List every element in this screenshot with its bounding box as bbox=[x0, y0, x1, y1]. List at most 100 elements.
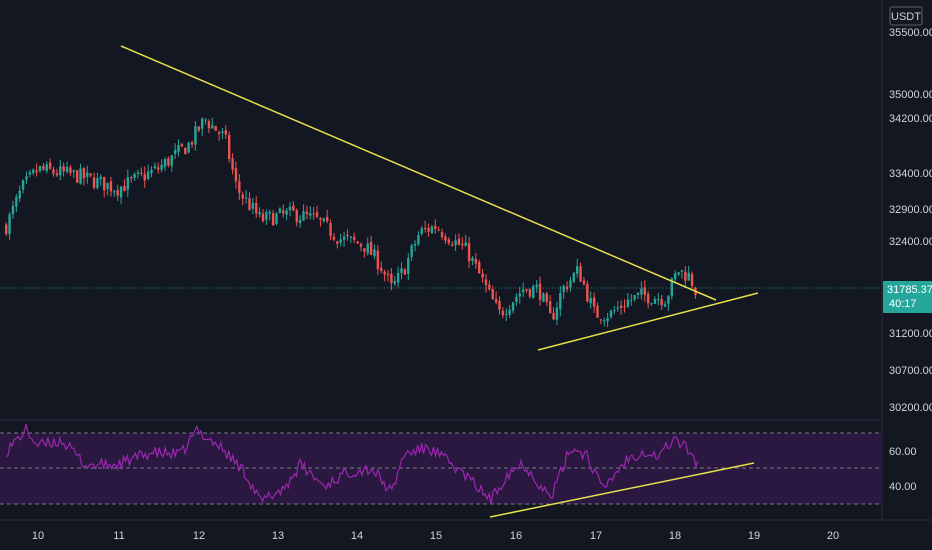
candle-body bbox=[525, 289, 528, 291]
candle-body bbox=[153, 166, 157, 169]
time-tick-13: 13 bbox=[272, 530, 284, 542]
candle-body bbox=[673, 273, 677, 280]
candle-body bbox=[52, 169, 55, 174]
candle-body bbox=[552, 312, 555, 320]
candle-body bbox=[99, 176, 103, 180]
time-tick-19: 19 bbox=[748, 530, 760, 542]
candle-body bbox=[636, 292, 640, 295]
candle-body bbox=[491, 288, 494, 300]
candle-body bbox=[207, 121, 211, 129]
candle-body bbox=[464, 242, 467, 247]
candle-body bbox=[204, 119, 207, 121]
candle-body bbox=[21, 180, 25, 190]
candle-body bbox=[322, 218, 326, 222]
candle-body bbox=[413, 243, 417, 246]
descending-trendline[interactable] bbox=[120, 45, 717, 301]
time-axis[interactable]: 10 11 12 13 14 15 16 17 18 19 20 bbox=[0, 519, 932, 542]
candle-body bbox=[430, 226, 434, 234]
rsi-tick-60: 60.00 bbox=[889, 446, 917, 458]
candle-body bbox=[194, 126, 197, 145]
candle-body bbox=[346, 234, 349, 237]
candle-body bbox=[86, 172, 89, 177]
candle-body bbox=[373, 249, 376, 257]
candle-body bbox=[184, 147, 187, 155]
price-tick-32900: 32900.00 bbox=[889, 204, 932, 216]
candle-body bbox=[376, 250, 380, 270]
candle-body bbox=[197, 126, 200, 131]
candle-body bbox=[386, 273, 390, 275]
currency-label: USDT bbox=[891, 11, 921, 23]
candle-body bbox=[8, 214, 11, 235]
candle-body bbox=[481, 273, 484, 278]
candle-body bbox=[298, 219, 302, 224]
candle-body bbox=[420, 228, 423, 234]
candle-body bbox=[467, 243, 471, 262]
candle-body bbox=[59, 166, 62, 176]
candle-body bbox=[170, 155, 173, 166]
candle-body bbox=[227, 135, 231, 159]
candle-body bbox=[339, 239, 342, 243]
candle-body bbox=[72, 170, 75, 172]
current-price-value: 31785.37 bbox=[887, 284, 932, 296]
ascending-trendline[interactable] bbox=[537, 292, 759, 351]
time-tick-16: 16 bbox=[510, 530, 522, 542]
candle-body bbox=[109, 181, 113, 192]
candle-body bbox=[315, 212, 319, 217]
candle-body bbox=[542, 293, 545, 302]
candle-body bbox=[133, 173, 136, 178]
candle-body bbox=[545, 293, 548, 303]
candle-body bbox=[157, 167, 160, 170]
candle-body bbox=[538, 283, 542, 301]
rsi-tick-40: 40.00 bbox=[889, 481, 917, 493]
candle-body bbox=[160, 165, 163, 170]
candle-body bbox=[25, 176, 28, 180]
candle-body bbox=[173, 150, 177, 154]
candle-body bbox=[643, 287, 646, 295]
candle-body bbox=[329, 223, 332, 237]
rsi-line bbox=[5, 424, 699, 505]
candle-body bbox=[62, 166, 65, 172]
candle-body bbox=[5, 224, 8, 235]
candle-body bbox=[309, 213, 312, 216]
candle-body bbox=[150, 169, 153, 174]
rsi-trendline[interactable] bbox=[489, 462, 755, 518]
time-tick-18: 18 bbox=[669, 530, 681, 542]
candle-body bbox=[123, 185, 126, 192]
price-tick-30700: 30700.00 bbox=[889, 365, 932, 377]
candle-body bbox=[359, 243, 363, 247]
candle-body bbox=[288, 206, 292, 211]
candle-body bbox=[258, 212, 261, 215]
candle-body bbox=[440, 232, 444, 237]
candle-body bbox=[96, 178, 99, 188]
candle-body bbox=[136, 172, 140, 174]
candle-body bbox=[319, 218, 322, 220]
candle-body bbox=[511, 302, 515, 311]
candle-body bbox=[255, 202, 258, 214]
candle-body bbox=[244, 197, 248, 199]
candle-body bbox=[559, 293, 562, 309]
candle-body bbox=[484, 279, 488, 286]
candle-body bbox=[177, 145, 180, 152]
candle-body bbox=[163, 159, 167, 167]
candle-body bbox=[582, 280, 586, 285]
candle-body bbox=[589, 298, 592, 304]
candle-body bbox=[623, 306, 626, 308]
candle-body bbox=[106, 182, 109, 189]
price-axis[interactable]: USDT 35500.00 35000.00 34200.00 33400.00… bbox=[881, 0, 932, 520]
candle-body bbox=[92, 177, 96, 188]
time-tick-14: 14 bbox=[351, 530, 363, 542]
candle-body bbox=[633, 295, 636, 300]
candle-body bbox=[576, 266, 579, 274]
candle-body bbox=[650, 303, 653, 305]
candle-body bbox=[200, 118, 204, 129]
price-tick-31200: 31200.00 bbox=[889, 328, 932, 340]
candle-body bbox=[592, 297, 596, 307]
candle-body bbox=[670, 278, 674, 297]
candle-body bbox=[32, 169, 35, 174]
candle-body bbox=[119, 186, 123, 198]
candle-body bbox=[45, 164, 48, 172]
time-tick-12: 12 bbox=[193, 530, 205, 542]
candle-body bbox=[231, 158, 234, 170]
candle-body bbox=[75, 170, 79, 183]
